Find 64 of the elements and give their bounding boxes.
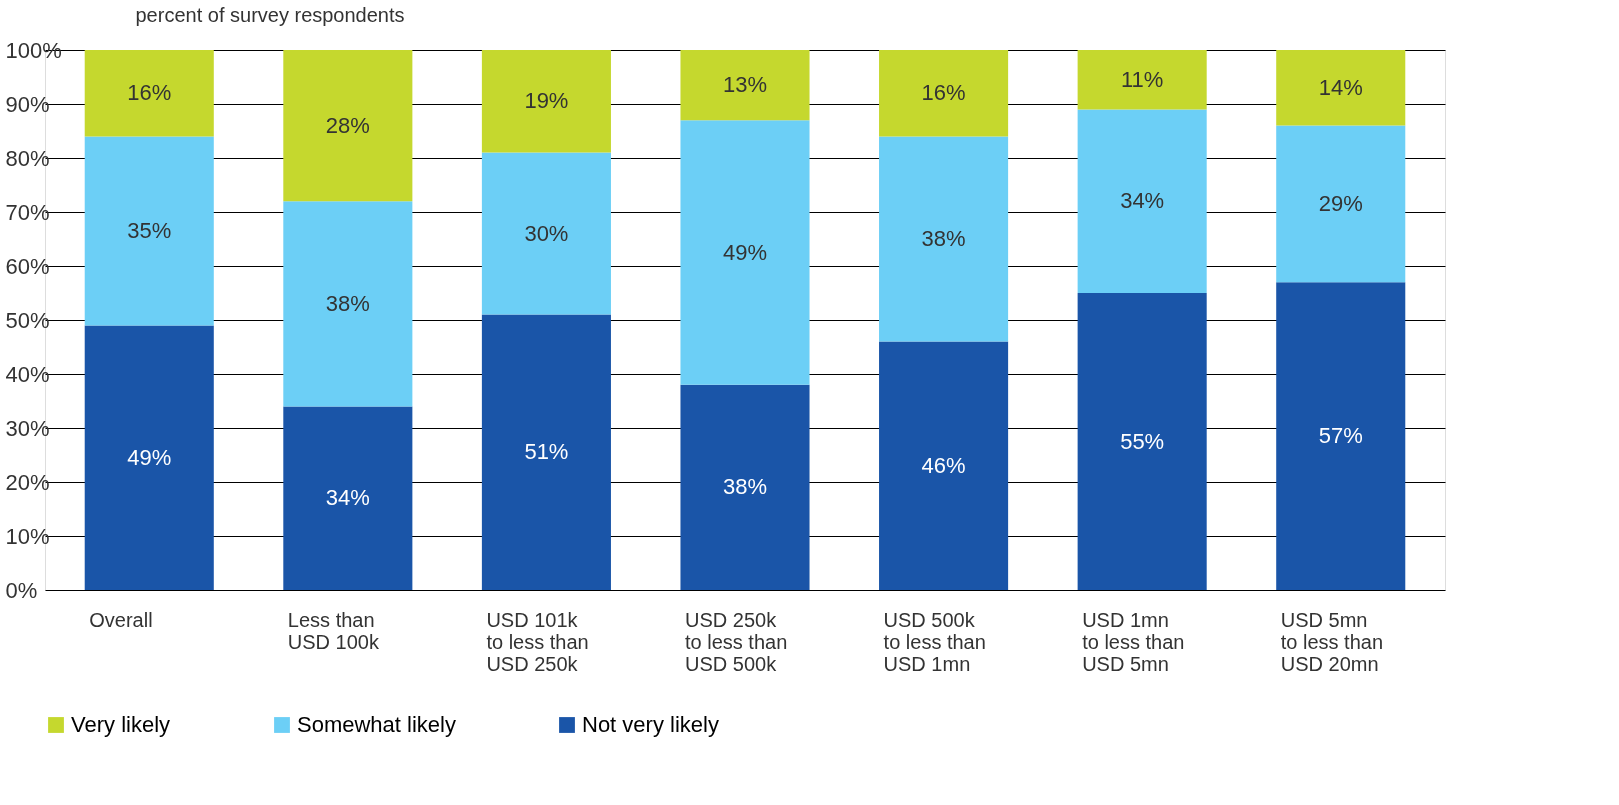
data-label: 57% [1318, 423, 1363, 449]
data-label: 11% [1120, 66, 1164, 92]
bar [283, 201, 413, 407]
bar [1276, 282, 1406, 590]
bar [1077, 293, 1207, 590]
legend-label: Not very likely [582, 712, 719, 737]
y-tick-label: 90% [5, 91, 50, 117]
bar [879, 341, 1009, 590]
data-label: 16% [921, 80, 966, 106]
data-label: 14% [1318, 74, 1363, 100]
data-label: 16% [127, 80, 172, 106]
bar [481, 50, 611, 153]
y-tick-label: 40% [5, 361, 50, 387]
bar [84, 50, 214, 137]
bar [879, 136, 1009, 342]
data-label: 28% [325, 112, 370, 138]
bar [680, 384, 810, 590]
data-label: 49% [722, 239, 768, 265]
bar [680, 50, 810, 121]
bar [283, 50, 413, 202]
y-tick-label: 60% [5, 253, 50, 279]
legend-label: Somewhat likely [297, 712, 456, 737]
bar [84, 325, 214, 590]
y-tick-label: 30% [5, 415, 50, 441]
bar [481, 314, 611, 590]
bar [879, 50, 1009, 137]
x-tick-label: USD 5mn to less than USD 20mn [1280, 608, 1384, 675]
bar [84, 136, 214, 326]
data-label: 51% [524, 439, 569, 465]
y-tick-label: 10% [5, 523, 50, 549]
bar [1276, 50, 1406, 126]
data-label: 13% [722, 72, 768, 98]
y-tick-label: 70% [5, 199, 50, 225]
data-label: 55% [1120, 428, 1165, 454]
data-label: 38% [325, 290, 370, 316]
x-tick-label: USD 1mn to less than USD 5mn [1082, 608, 1185, 675]
data-label: 29% [1318, 190, 1363, 216]
y-tick-label: 0% [5, 577, 38, 603]
bar [680, 120, 810, 385]
bar [1077, 50, 1207, 110]
data-label: 49% [127, 444, 172, 470]
data-label: 38% [722, 474, 768, 500]
bar [283, 406, 413, 590]
y-tick-label: 50% [5, 307, 50, 333]
data-label: 38% [921, 226, 966, 251]
data-label: 30% [524, 220, 569, 246]
data-label: 19% [524, 88, 569, 114]
legend-label: Very likely [71, 712, 171, 737]
data-label: 34% [325, 485, 370, 511]
bar [481, 152, 611, 315]
y-tick-label: 100% [5, 37, 62, 63]
bar [1077, 109, 1207, 293]
x-tick-label: USD 101k to less than USD 250k [486, 608, 589, 675]
data-label: 46% [921, 452, 966, 478]
x-tick-label: Less than USD 100k [287, 608, 380, 653]
data-label: 35% [127, 217, 172, 243]
x-tick-label: USD 500k to less than USD 1mn [883, 608, 986, 675]
bar [1276, 125, 1406, 283]
x-tick-label: USD 250k to less than USD 500k [685, 608, 788, 675]
y-tick-label: 20% [5, 469, 50, 495]
x-tick-label: Overall [89, 608, 153, 631]
data-label: 34% [1120, 188, 1165, 214]
y-tick-label: 80% [5, 145, 50, 171]
y-axis-title: percent of survey respondents [135, 3, 405, 26]
